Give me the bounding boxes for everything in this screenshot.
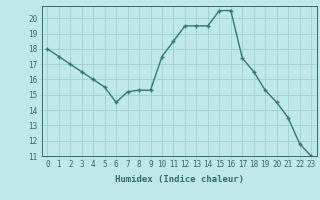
- X-axis label: Humidex (Indice chaleur): Humidex (Indice chaleur): [115, 175, 244, 184]
